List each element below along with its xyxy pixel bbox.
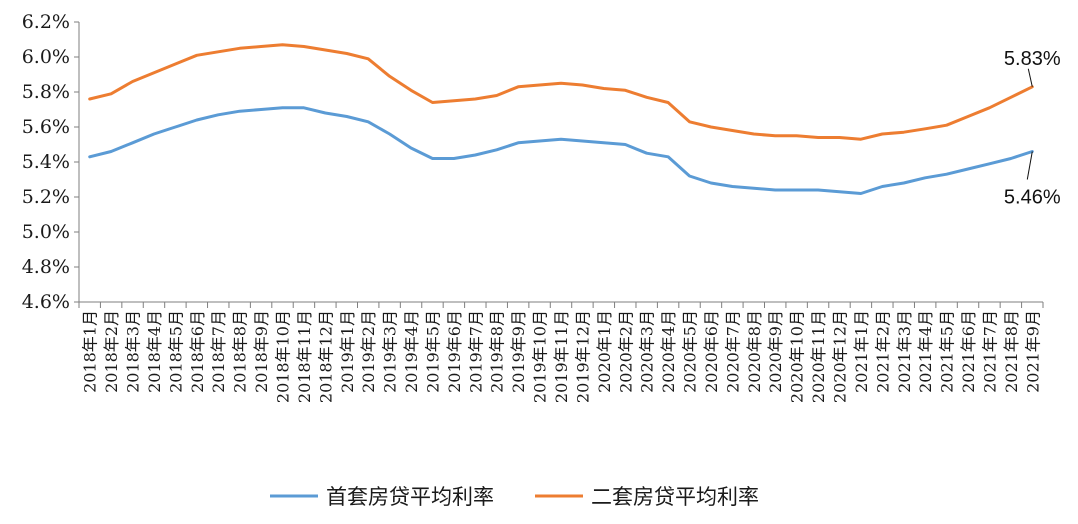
x-tick-label: 2020年6月: [702, 310, 721, 393]
y-tick-label: 6.0%: [22, 46, 70, 68]
data-label: 5.46%: [1004, 187, 1061, 209]
x-tick-label: 2018年6月: [188, 310, 207, 393]
x-tick-label: 2018年2月: [102, 310, 121, 393]
x-tick-label: 2019年11月: [552, 310, 571, 403]
x-tick-label: 2021年1月: [852, 310, 871, 393]
data-label-leader: [1026, 151, 1033, 180]
x-tick-label: 2019年2月: [359, 310, 378, 393]
x-tick-label: 2021年7月: [980, 310, 999, 393]
data-label: 5.83%: [1004, 48, 1061, 70]
legend-label-1: 首套房贷平均利率: [326, 485, 494, 509]
x-tick-label: 2018年3月: [124, 310, 143, 393]
x-tick-label: 2021年4月: [916, 310, 935, 393]
x-tick-label: 2021年3月: [895, 310, 914, 393]
y-axis-ticks: 6.2% 6.0% 5.8% 5.6% 5.4% 5.2% 5.0% 4.8% 4.6%: [22, 11, 79, 313]
y-tick-label: 5.2%: [22, 186, 70, 208]
x-tick-label: 2020年1月: [595, 310, 614, 393]
y-tick-label: 6.2%: [22, 11, 70, 33]
x-tick-label: 2020年2月: [616, 310, 635, 393]
x-tick-label: 2018年5月: [166, 310, 185, 393]
y-tick-label: 4.6%: [22, 291, 70, 313]
x-tick-label: 2019年1月: [338, 310, 357, 393]
y-tick-label: 5.8%: [22, 81, 70, 103]
x-axis-ticks: 2018年1月 2018年2月 2018年3月 2018年4月 2018年5月 2018年…: [81, 310, 1043, 403]
y-tick-label: 4.8%: [22, 256, 70, 278]
axes: [78, 22, 1044, 308]
x-tick-label: 2020年8月: [745, 310, 764, 393]
x-tick-label: 2019年8月: [488, 310, 507, 393]
x-tick-label: 2019年6月: [445, 310, 464, 393]
x-tick-label: 2018年8月: [231, 310, 250, 393]
x-tick-label: 2020年12月: [830, 310, 849, 403]
x-tick-label: 2018年1月: [81, 310, 100, 393]
x-tick-label: 2019年5月: [423, 310, 442, 393]
x-tick-label: 2018年7月: [209, 310, 228, 393]
x-tick-label: 2020年3月: [638, 310, 657, 393]
legend: 首套房贷平均利率 二套房贷平均利率: [270, 485, 759, 509]
x-tick-label: 2018年4月: [145, 310, 164, 393]
x-tick-label: 2021年8月: [1002, 310, 1021, 393]
data-label-leader: [1027, 68, 1033, 87]
x-tick-label: 2021年6月: [959, 310, 978, 393]
x-tick-label: 2019年12月: [573, 310, 592, 403]
data-labels: 5.83% 5.46%: [1004, 48, 1061, 209]
x-tick-label: 2021年2月: [873, 310, 892, 393]
x-tick-label: 2020年7月: [723, 310, 742, 393]
x-tick-label: 2020年4月: [659, 310, 678, 393]
y-tick-label: 5.4%: [22, 151, 70, 173]
x-tick-label: 2021年5月: [938, 310, 957, 393]
x-tick-label: 2019年10月: [531, 310, 550, 403]
y-tick-label: 5.0%: [22, 221, 70, 243]
x-tick-label: 2019年9月: [509, 310, 528, 393]
x-tick-label: 2019年4月: [402, 310, 421, 393]
x-tick-label: 2020年10月: [788, 310, 807, 403]
series-line-1: [88, 106, 1034, 195]
x-tick-label: 2019年7月: [466, 310, 485, 393]
x-tick-label: 2019年3月: [381, 310, 400, 393]
legend-label-2: 二套房贷平均利率: [591, 485, 759, 509]
y-tick-label: 5.6%: [22, 116, 70, 138]
x-tick-label: 2020年9月: [766, 310, 785, 393]
series-lines: [88, 43, 1034, 195]
series-line-2: [88, 43, 1034, 141]
x-tick-label: 2021年9月: [1023, 310, 1042, 393]
x-tick-label: 2018年9月: [252, 310, 271, 393]
x-tick-label: 2018年10月: [274, 310, 293, 403]
x-tick-label: 2018年12月: [316, 310, 335, 403]
x-tick-label: 2018年11月: [295, 310, 314, 403]
x-tick-label: 2020年5月: [681, 310, 700, 393]
x-tick-label: 2020年11月: [809, 310, 828, 403]
